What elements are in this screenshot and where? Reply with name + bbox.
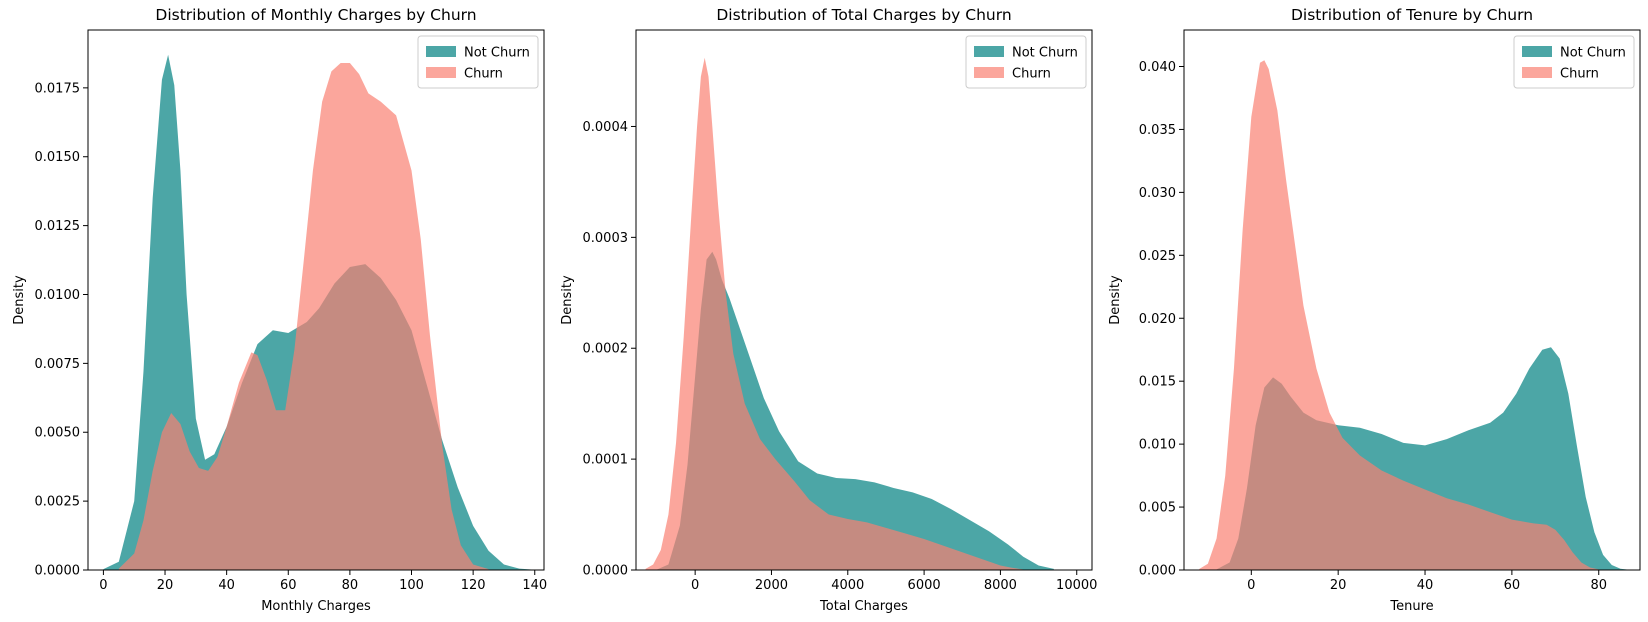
x-tick-label: 4000 bbox=[831, 578, 864, 593]
x-tick-label: 40 bbox=[1417, 578, 1434, 593]
legend-label-churn: Churn bbox=[1560, 67, 1599, 82]
y-axis-label: Density bbox=[560, 275, 575, 325]
legend: Not Churn Churn bbox=[417, 35, 539, 89]
legend-swatch-churn bbox=[974, 67, 1004, 78]
x-tick-label: 0 bbox=[1247, 578, 1255, 593]
legend-swatch-not-churn bbox=[426, 46, 456, 57]
x-tick-label: 80 bbox=[1590, 578, 1607, 593]
y-tick-label: 0.0050 bbox=[35, 426, 81, 441]
x-tick-label: 100 bbox=[399, 578, 424, 593]
y-tick-label: 0.030 bbox=[1139, 186, 1176, 201]
y-tick-label: 0.000 bbox=[1139, 564, 1176, 579]
legend-label-not-churn: Not Churn bbox=[1560, 46, 1626, 61]
y-axis-label: Density bbox=[1108, 275, 1123, 325]
y-tick-label: 0.0002 bbox=[583, 342, 629, 357]
chart-panel-3: 0 20 40 60 80 0.000 0.005 0.010 0.015 0.020 0.025 0… bbox=[1108, 6, 1641, 614]
y-tick-label: 0.020 bbox=[1139, 312, 1176, 327]
density-area-churn bbox=[645, 57, 1024, 571]
y-tick-label: 0.0003 bbox=[583, 231, 629, 246]
y-tick-label: 0.0004 bbox=[583, 120, 629, 135]
y-tick-label: 0.0100 bbox=[35, 288, 81, 303]
legend-swatch-churn bbox=[426, 67, 456, 78]
y-tick-label: 0.035 bbox=[1139, 123, 1176, 138]
x-tick-label: 60 bbox=[1504, 578, 1521, 593]
y-axis-label: Density bbox=[12, 275, 27, 325]
legend: Not Churn Churn bbox=[1513, 35, 1635, 89]
x-tick-label: 2000 bbox=[755, 578, 788, 593]
density-area-churn bbox=[1199, 60, 1599, 571]
legend-swatch-churn bbox=[1522, 67, 1552, 78]
x-tick-label: 10000 bbox=[1056, 578, 1097, 593]
y-tick-label: 0.0000 bbox=[583, 564, 629, 579]
x-tick-label: 6000 bbox=[908, 578, 941, 593]
chart-panel-1: 0 20 40 60 80 100 120 140 0.0000 0.0025 0.0050 0.00… bbox=[12, 6, 547, 614]
y-tick-label: 0.0125 bbox=[35, 219, 81, 234]
y-tick-label: 0.015 bbox=[1139, 375, 1176, 390]
x-tick-label: 80 bbox=[342, 578, 359, 593]
x-axis-label: Tenure bbox=[1389, 599, 1433, 614]
axes-frame bbox=[1183, 29, 1641, 571]
x-tick-label: 120 bbox=[461, 578, 486, 593]
y-tick-label: 0.010 bbox=[1139, 438, 1176, 453]
x-axis-label: Total Charges bbox=[819, 599, 908, 614]
y-tick-label: 0.0150 bbox=[35, 150, 81, 165]
y-tick-label: 0.040 bbox=[1139, 60, 1176, 75]
x-tick-label: 140 bbox=[522, 578, 547, 593]
chart-title: Distribution of Monthly Charges by Churn bbox=[155, 6, 476, 24]
chart-title: Distribution of Tenure by Churn bbox=[1291, 6, 1533, 24]
x-tick-label: 20 bbox=[157, 578, 174, 593]
legend-label-churn: Churn bbox=[1012, 67, 1051, 82]
y-tick-label: 0.025 bbox=[1139, 249, 1176, 264]
legend: Not Churn Churn bbox=[965, 35, 1087, 89]
x-tick-label: 0 bbox=[691, 578, 699, 593]
y-tick-label: 0.0175 bbox=[35, 81, 81, 96]
chart-title: Distribution of Total Charges by Churn bbox=[716, 6, 1011, 24]
axes-frame bbox=[635, 29, 1093, 571]
axes-frame bbox=[87, 29, 545, 571]
legend-swatch-not-churn bbox=[974, 46, 1004, 57]
density-area-churn bbox=[118, 63, 489, 571]
y-tick-label: 0.0075 bbox=[35, 357, 81, 372]
y-tick-label: 0.005 bbox=[1139, 501, 1176, 516]
x-tick-label: 0 bbox=[99, 578, 107, 593]
x-tick-label: 8000 bbox=[984, 578, 1017, 593]
legend-label-churn: Churn bbox=[464, 67, 503, 82]
legend-label-not-churn: Not Churn bbox=[464, 46, 530, 61]
legend-label-not-churn: Not Churn bbox=[1012, 46, 1078, 61]
x-tick-label: 40 bbox=[218, 578, 235, 593]
chart-panel-2: 0 2000 4000 6000 8000 10000 0.0000 0.0001 0.0002… bbox=[560, 6, 1097, 614]
y-tick-label: 0.0000 bbox=[35, 564, 81, 579]
x-tick-label: 20 bbox=[1330, 578, 1347, 593]
y-tick-label: 0.0001 bbox=[583, 453, 629, 468]
x-axis-label: Monthly Charges bbox=[261, 599, 371, 614]
y-tick-label: 0.0025 bbox=[35, 495, 81, 510]
legend-swatch-not-churn bbox=[1522, 46, 1552, 57]
x-tick-label: 60 bbox=[280, 578, 297, 593]
